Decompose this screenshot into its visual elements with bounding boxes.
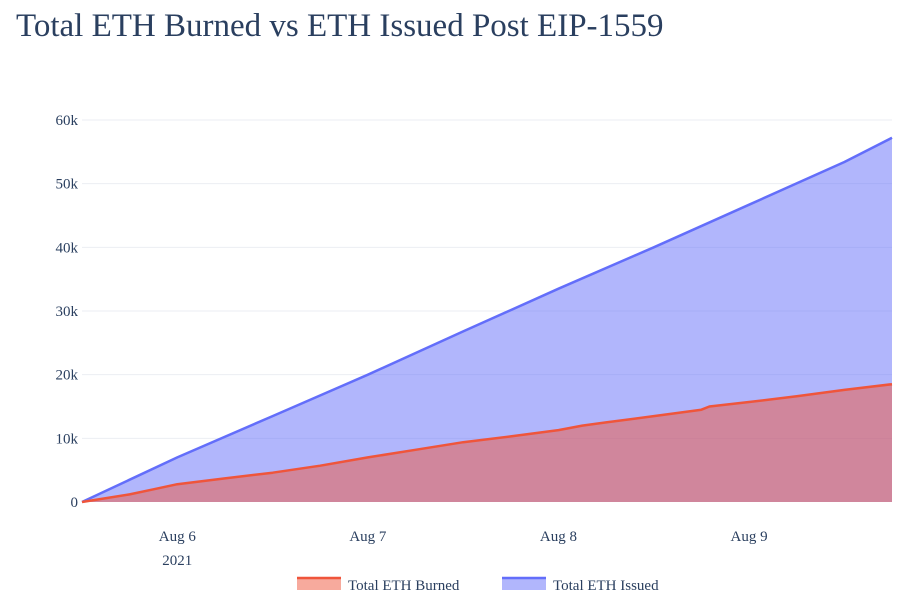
y-tick-label: 50k <box>56 177 79 193</box>
y-tick-label: 10k <box>56 431 79 447</box>
y-tick-label: 20k <box>56 368 79 384</box>
legend-label: Total ETH Issued <box>553 578 659 594</box>
legend: Total ETH Burned Total ETH Issued <box>297 576 659 594</box>
chart-title: Total ETH Burned vs ETH Issued Post EIP-… <box>16 8 664 44</box>
y-tick-label: 0 <box>71 495 79 511</box>
legend-label: Total ETH Burned <box>348 578 460 594</box>
x-tick-label: Aug 6 <box>159 529 197 545</box>
legend-swatch <box>297 578 341 590</box>
legend-swatch <box>502 578 546 590</box>
x-tick-label: Aug 9 <box>731 529 768 545</box>
y-tick-label: 60k <box>56 113 79 129</box>
x-tick-label: Aug 7 <box>349 529 387 545</box>
y-tick-label: 30k <box>56 304 79 320</box>
series-area-0 <box>82 384 892 502</box>
y-axis: 0 10k 20k 30k 40k 50k 60k <box>56 113 79 511</box>
series-lines <box>81 136 893 504</box>
series-line-0 <box>81 382 893 504</box>
series-line-1 <box>81 136 893 504</box>
y-tick-label: 40k <box>56 240 79 256</box>
x-axis: Aug 6 2021 Aug 7 Aug 8 Aug 9 <box>159 529 768 569</box>
x-tick-sublabel: 2021 <box>162 553 192 569</box>
x-tick-label: Aug 8 <box>540 529 577 545</box>
